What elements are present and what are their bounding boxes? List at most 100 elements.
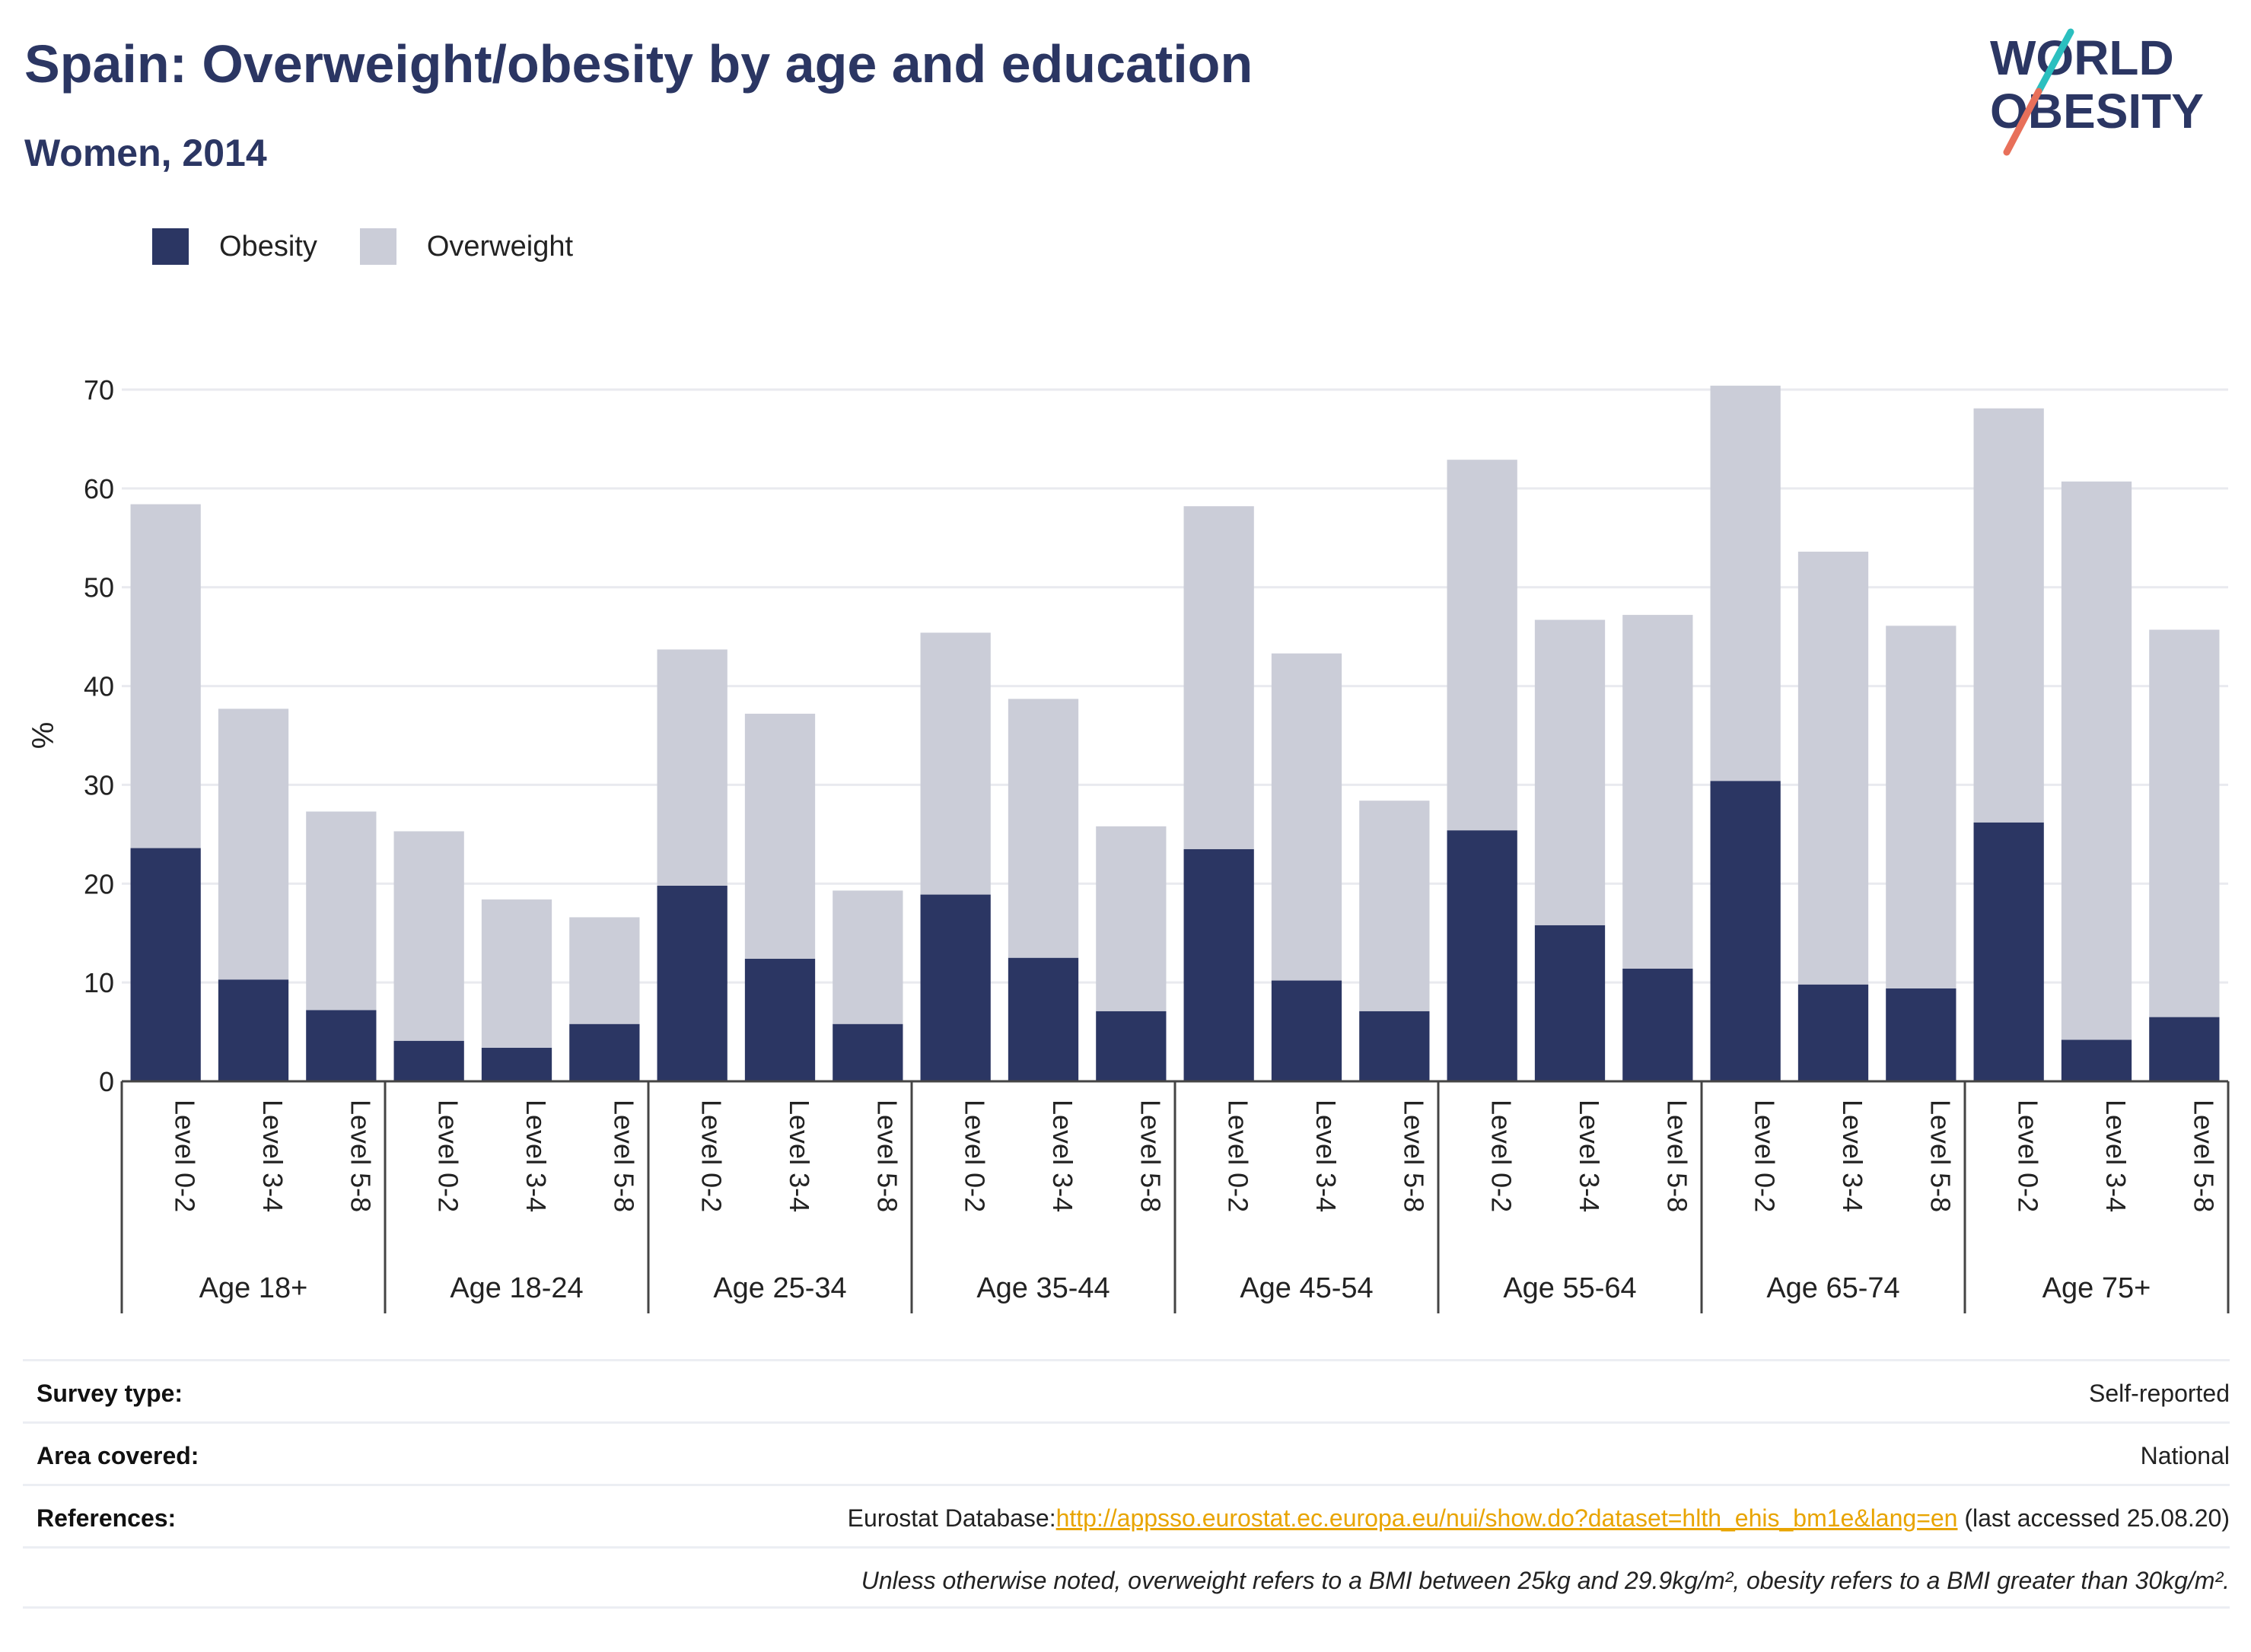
legend-swatch-obesity [152,228,189,265]
references-prefix: Eurostat Database: [847,1504,1056,1532]
info-table: Survey type: Self-reported Area covered:… [23,1359,2230,1609]
y-tick-label: 30 [84,769,114,801]
group-label: Age 18-24 [450,1272,583,1304]
bar-overweight [130,504,201,848]
group-label: Age 55-64 [1503,1272,1636,1304]
bar-obesity [1096,1011,1167,1081]
world-obesity-logo: WORLD OBESITY [1990,28,2204,156]
bar-overweight [657,649,728,886]
page-title: Spain: Overweight/obesity by age and edu… [24,34,1253,94]
x-tick-label: Level 3-4 [257,1100,288,1212]
bar-obesity [1359,1011,1430,1081]
group-label: Age 65-74 [1766,1272,1899,1304]
legend-swatch-overweight [359,228,396,265]
bar-obesity [218,979,289,1081]
bar-obesity [1183,848,1254,1081]
bar-obesity [2061,1039,2132,1081]
page-subtitle: Women, 2014 [24,132,267,174]
bar-obesity [1447,830,1517,1081]
bar-overweight [1797,551,1869,985]
bmi-note: Unless otherwise noted, overweight refer… [861,1567,2230,1594]
bar-overweight [306,811,377,1011]
y-tick-label: 70 [84,374,114,406]
legend-item-overweight[interactable]: Overweight [359,228,574,265]
info-row-survey-type: Survey type: Self-reported [23,1359,2230,1421]
x-tick-label: Level 0-2 [433,1100,464,1212]
references-label: References: [37,1504,177,1532]
x-tick-label: Level 5-8 [1135,1100,1166,1212]
bar-obesity [481,1047,552,1081]
logo-slash-coral [2003,88,2042,156]
y-tick-label: 60 [84,473,114,505]
bar-overweight [393,831,464,1041]
area-value: National [2140,1442,2230,1469]
bar-obesity [1008,957,1079,1081]
bar-overweight [1271,653,1342,981]
bar-overweight [1096,826,1167,1011]
info-row-area: Area covered: National [23,1421,2230,1484]
x-tick-label: Level 3-4 [784,1100,815,1212]
bar-obesity [306,1010,377,1081]
bar-obesity [744,958,816,1081]
bar-overweight [481,899,552,1048]
survey-type-value: Self-reported [2089,1380,2230,1407]
y-tick-label: 40 [84,671,114,702]
bar-obesity [1886,988,1956,1081]
x-tick-label: Level 5-8 [1398,1100,1429,1212]
bar-overweight [2149,629,2220,1017]
bar-obesity [1797,984,1869,1081]
bar-overweight [833,890,903,1024]
bar-obesity [1973,822,2044,1081]
y-tick-label: 20 [84,868,114,899]
survey-type-label: Survey type: [37,1380,183,1407]
group-label: Age 18+ [199,1272,308,1304]
x-tick-label: Level 3-4 [1837,1100,1868,1212]
references-suffix: (last accessed 25.08.20) [1957,1504,2230,1532]
bar-obesity [1710,781,1781,1081]
bar-overweight [569,917,640,1024]
info-row-note: Unless otherwise noted, overweight refer… [23,1546,2230,1609]
info-row-references: References: Eurostat Database:http://app… [23,1484,2230,1546]
x-tick-label: Level 0-2 [960,1100,991,1212]
x-tick-label: Level 5-8 [1925,1100,1956,1212]
logo-line1: WORLD [1990,30,2174,85]
x-tick-label: Level 3-4 [1310,1100,1342,1212]
x-tick-label: Level 5-8 [871,1100,903,1212]
x-tick-label: Level 3-4 [1047,1100,1078,1212]
bar-overweight [1886,625,1956,988]
bar-obesity [920,894,991,1081]
bar-overweight [1359,801,1430,1011]
x-tick-label: Level 3-4 [2100,1100,2132,1212]
bar-overweight [1622,615,1693,969]
bar-overweight [744,713,816,959]
legend-label-obesity: Obesity [219,230,317,263]
references-link[interactable]: http://appsso.eurostat.ec.europa.eu/nui/… [1055,1504,1958,1532]
bar-overweight [920,632,991,895]
bar-overweight [218,708,289,980]
legend-label-overweight: Overweight [426,230,574,263]
bar-obesity [569,1023,640,1081]
x-tick-label: Level 0-2 [696,1100,728,1212]
bar-obesity [130,848,201,1081]
legend-item-obesity[interactable]: Obesity [152,228,317,265]
group-label: Age 45-54 [1240,1272,1373,1304]
logo-slash-teal [2035,28,2074,95]
bar-obesity [833,1023,903,1081]
y-tick-label: 10 [84,967,114,998]
x-tick-label: Level 3-4 [1574,1100,1605,1212]
area-label: Area covered: [37,1442,199,1469]
x-tick-label: Level 3-4 [521,1100,552,1212]
x-tick-label: Level 0-2 [2013,1100,2044,1212]
bar-overweight [1710,385,1781,781]
x-tick-label: Level 0-2 [1750,1100,1781,1212]
bar-overweight [1183,506,1254,849]
bar-obesity [1622,968,1693,1081]
bar-overweight [1534,619,1606,925]
x-tick-label: Level 0-2 [1486,1100,1517,1212]
bar-obesity [1534,925,1606,1081]
references-value: Eurostat Database:http://appsso.eurostat… [848,1504,2230,1533]
bar-overweight [2061,481,2132,1040]
group-label: Age 25-34 [713,1272,846,1304]
bar-overweight [1447,460,1517,831]
chart-legend: Obesity Overweight [152,225,616,268]
